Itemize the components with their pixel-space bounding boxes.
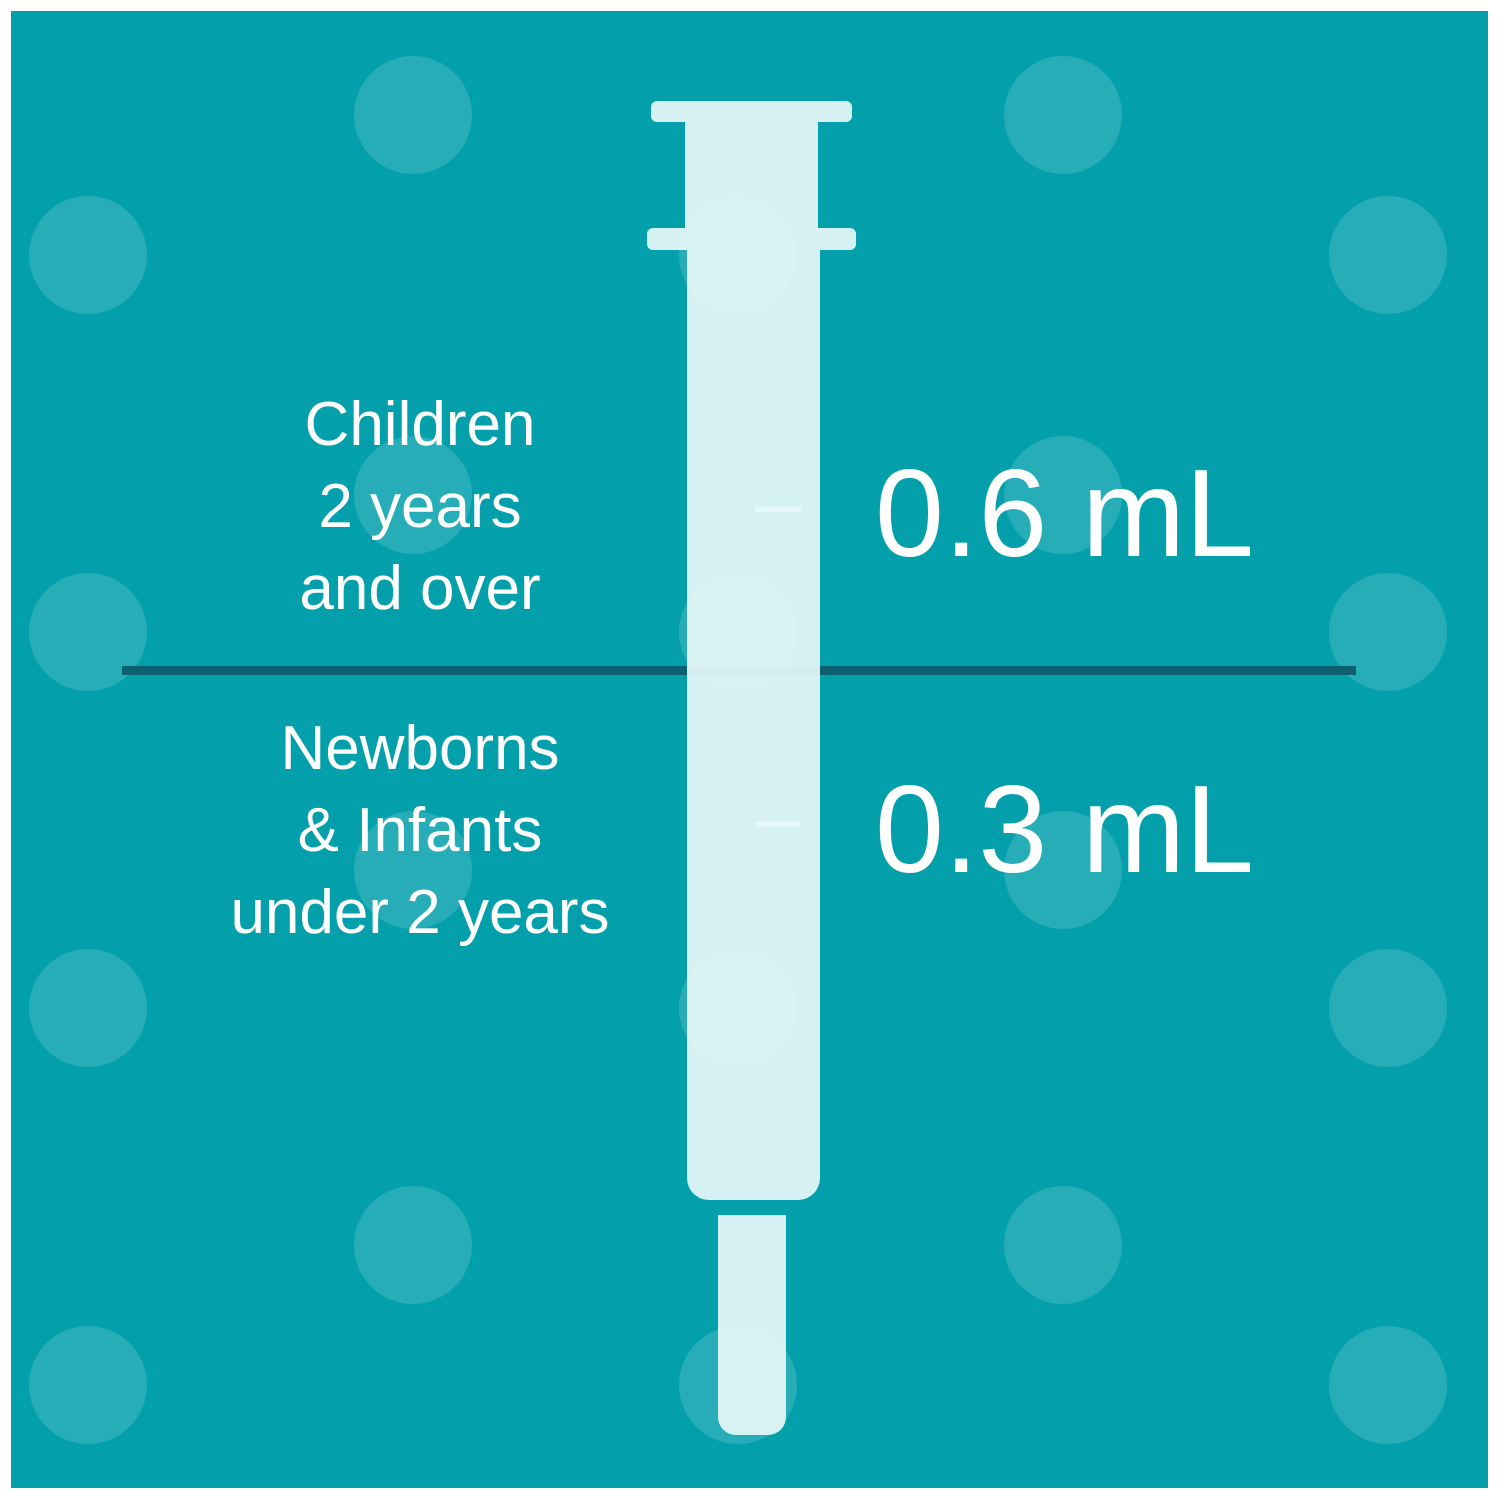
label-line: and over	[299, 554, 541, 623]
tip	[718, 1215, 786, 1435]
label-line: 2 years	[318, 472, 522, 541]
background-dot	[354, 56, 472, 174]
lower-age-label: Newborns & Infants under 2 years	[140, 708, 700, 954]
background-dot	[354, 1186, 472, 1304]
plunger-cap	[651, 101, 852, 122]
infographic-panel: Children 2 years and over Newborns & Inf…	[11, 11, 1488, 1488]
background-dot	[1004, 1186, 1122, 1304]
background-dot	[29, 1326, 147, 1444]
background-dot	[1004, 811, 1122, 929]
label-line: Newborns	[280, 714, 560, 783]
background-dot	[29, 196, 147, 314]
barrel	[687, 250, 820, 1200]
background-dot	[1329, 196, 1447, 314]
background-dot	[354, 436, 472, 554]
dose-mark-lower	[755, 822, 801, 827]
plunger-rod	[685, 122, 818, 228]
dose-mark-upper	[755, 507, 801, 512]
label-line: Children	[304, 390, 536, 459]
label-line: under 2 years	[230, 878, 610, 947]
upper-dose: 0.6 mL	[875, 445, 1255, 583]
background-dot	[1004, 56, 1122, 174]
background-dot	[354, 811, 472, 929]
background-dot	[1329, 1326, 1447, 1444]
background-dot	[1329, 949, 1447, 1067]
background-dot	[1004, 436, 1122, 554]
upper-age-label: Children 2 years and over	[140, 384, 700, 630]
label-line: & Infants	[297, 796, 543, 865]
background-dot	[29, 949, 147, 1067]
lower-dose: 0.3 mL	[875, 761, 1255, 899]
barrel-flange	[647, 228, 856, 250]
